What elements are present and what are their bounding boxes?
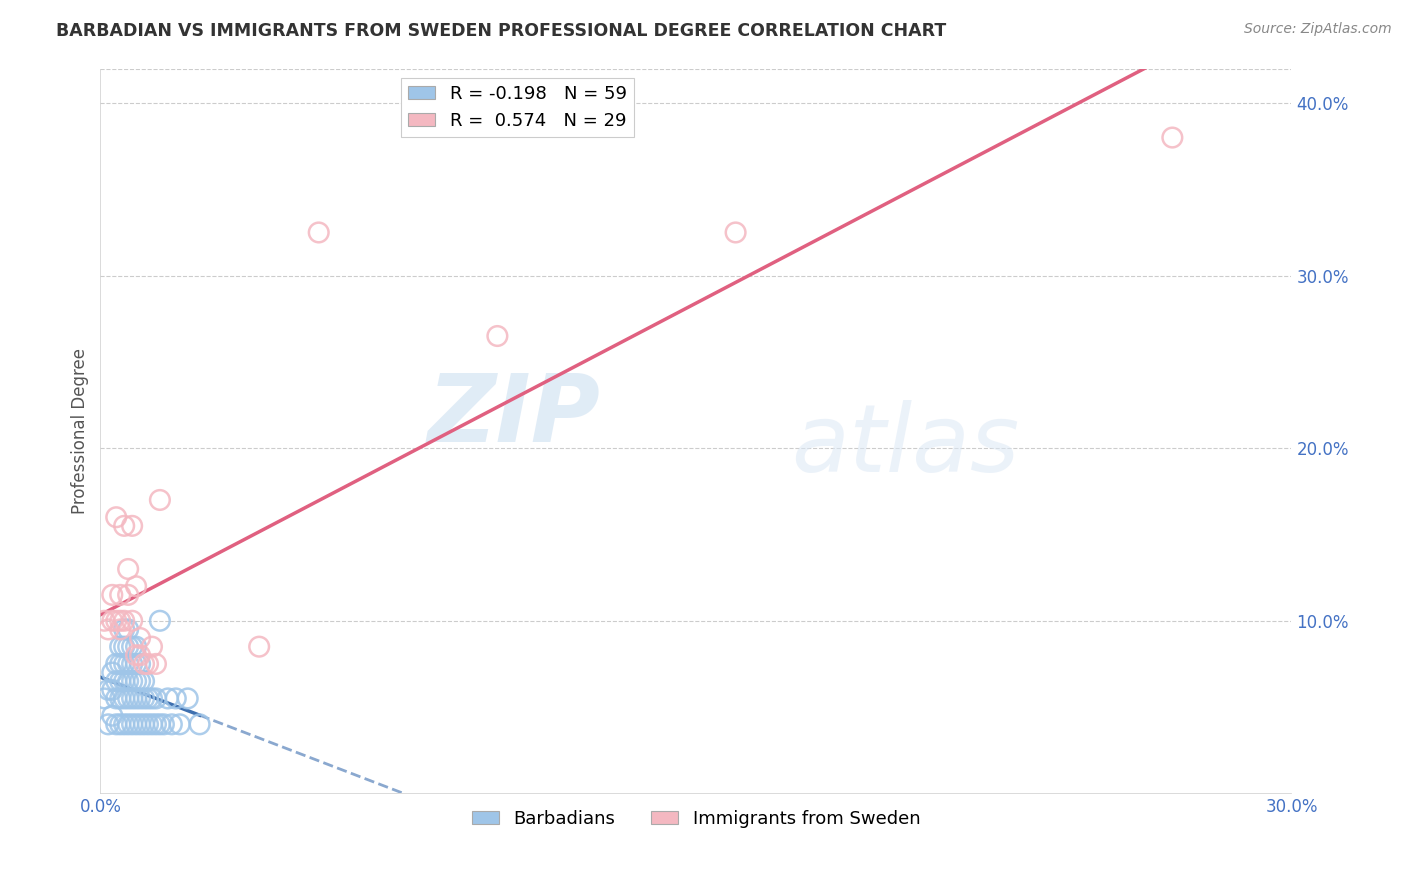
Point [112, 657, 135, 671]
Point [121, 657, 143, 671]
Point [121, 674, 143, 689]
Point [125, 640, 148, 654]
Point [136, 691, 159, 706]
Point [132, 674, 155, 689]
Point [165, 691, 187, 706]
Point [125, 648, 148, 663]
Point [121, 691, 143, 706]
Point [117, 588, 139, 602]
Point [101, 588, 124, 602]
Point [121, 640, 143, 654]
Point [112, 691, 135, 706]
Y-axis label: Professional Degree: Professional Degree [72, 348, 89, 514]
Point [153, 717, 176, 731]
Point [105, 657, 128, 671]
Point [105, 614, 128, 628]
Point [132, 717, 155, 731]
Point [97, 682, 120, 697]
Point [105, 674, 128, 689]
Point [97, 623, 120, 637]
Point [129, 631, 152, 645]
Point [93, 691, 115, 706]
Point [93, 614, 115, 628]
Point [105, 691, 128, 706]
Legend: Barbadians, Immigrants from Sweden: Barbadians, Immigrants from Sweden [464, 803, 928, 835]
Point [129, 648, 152, 663]
Point [125, 717, 148, 731]
Point [145, 717, 167, 731]
Point [108, 614, 131, 628]
Point [160, 717, 183, 731]
Point [125, 674, 148, 689]
Point [141, 640, 163, 654]
Text: atlas: atlas [792, 400, 1019, 491]
Point [112, 717, 135, 731]
Point [108, 640, 131, 654]
Point [486, 329, 509, 343]
Point [308, 226, 330, 240]
Point [108, 691, 131, 706]
Point [112, 640, 135, 654]
Point [117, 691, 139, 706]
Point [129, 674, 152, 689]
Point [129, 717, 152, 731]
Point [125, 657, 148, 671]
Point [112, 623, 135, 637]
Point [108, 674, 131, 689]
Point [117, 717, 139, 731]
Point [121, 614, 143, 628]
Point [112, 614, 135, 628]
Text: Source: ZipAtlas.com: Source: ZipAtlas.com [1244, 22, 1392, 37]
Point [1161, 130, 1184, 145]
Text: BARBADIAN VS IMMIGRANTS FROM SWEDEN PROFESSIONAL DEGREE CORRELATION CHART: BARBADIAN VS IMMIGRANTS FROM SWEDEN PROF… [56, 22, 946, 40]
Point [112, 519, 135, 533]
Point [145, 657, 167, 671]
Point [108, 657, 131, 671]
Point [117, 623, 139, 637]
Point [125, 691, 148, 706]
Text: ZIP: ZIP [427, 370, 600, 462]
Point [101, 708, 124, 723]
Point [188, 717, 211, 731]
Point [121, 519, 143, 533]
Point [141, 691, 163, 706]
Point [247, 640, 270, 654]
Point [145, 691, 167, 706]
Point [141, 717, 163, 731]
Point [136, 717, 159, 731]
Point [108, 588, 131, 602]
Point [156, 691, 179, 706]
Point [108, 623, 131, 637]
Point [149, 492, 172, 507]
Point [149, 717, 172, 731]
Point [101, 614, 124, 628]
Point [724, 226, 747, 240]
Point [129, 691, 152, 706]
Point [101, 665, 124, 680]
Point [101, 682, 124, 697]
Point [129, 657, 152, 671]
Point [105, 717, 128, 731]
Point [132, 657, 155, 671]
Point [117, 640, 139, 654]
Point [136, 657, 159, 671]
Point [132, 691, 155, 706]
Point [117, 674, 139, 689]
Point [105, 510, 128, 524]
Point [121, 717, 143, 731]
Point [108, 717, 131, 731]
Point [117, 657, 139, 671]
Point [117, 562, 139, 576]
Point [97, 717, 120, 731]
Point [112, 674, 135, 689]
Point [169, 717, 191, 731]
Point [125, 579, 148, 593]
Point [176, 691, 198, 706]
Point [149, 614, 172, 628]
